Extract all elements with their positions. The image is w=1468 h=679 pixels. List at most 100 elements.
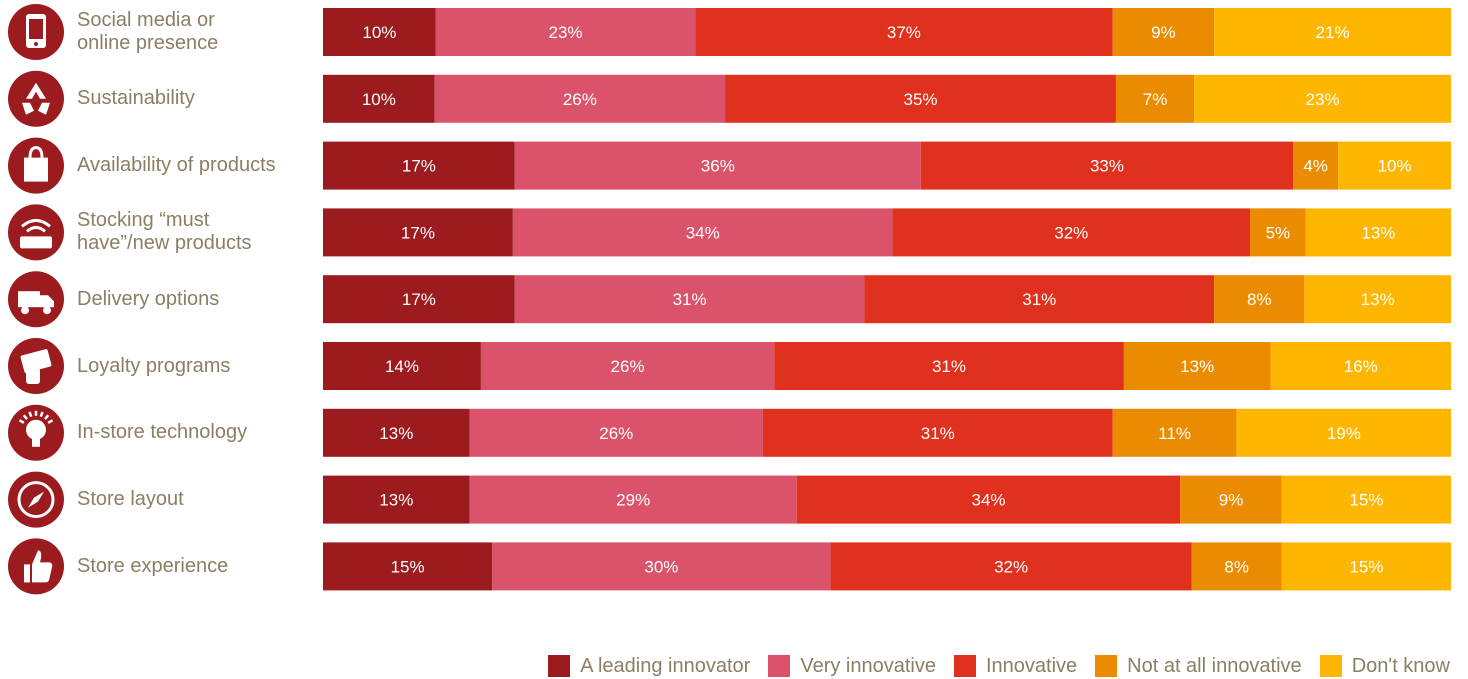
data-label: 31% [673, 290, 707, 309]
bar-segment-very-innovative [434, 74, 726, 123]
bar-segment-innovative [892, 208, 1250, 257]
bar-segment-a-leading-innovator [323, 275, 515, 324]
data-label: 26% [599, 424, 633, 443]
legend-item-a-leading-innovator: A leading innovator [548, 654, 750, 678]
data-label: 5% [1266, 223, 1291, 242]
legend-swatch [1319, 655, 1342, 677]
bar-row-store-experience: 15% 30% 32% 8% 15% [323, 542, 1451, 591]
bar-segment-a-leading-innovator [323, 208, 513, 257]
bar-segment-not-at-all-innovative [1191, 542, 1282, 591]
data-label: 11% [1158, 424, 1191, 443]
bar-segment-very-innovative [514, 275, 865, 324]
data-label: 10% [1378, 157, 1412, 176]
data-label: 13% [1361, 223, 1395, 242]
category-label: In-store technology [77, 421, 248, 444]
data-label: 13% [379, 424, 413, 443]
contactless-payment-icon [8, 204, 64, 261]
bar-segment-a-leading-innovator [323, 475, 470, 524]
shopping-bag-icon [8, 137, 64, 194]
data-label: 15% [1349, 491, 1383, 510]
bar-segment-not-at-all-innovative [1180, 475, 1282, 524]
bar-segment-not-at-all-innovative [1115, 74, 1195, 123]
mobile-phone-icon [8, 4, 64, 60]
legend-label: Very innovative [800, 655, 936, 677]
loyalty-card-icon [8, 338, 64, 394]
category-label: Loyalty programs [77, 354, 231, 377]
delivery-truck-icon [8, 271, 64, 328]
bar-row-social-media-or-online-presence: 10% 23% 37% 9% 21% [323, 8, 1451, 56]
bar-segment-don-t-know [1305, 208, 1451, 257]
bar-row-store-layout: 13% 29% 34% 9% 15% [323, 475, 1451, 524]
bar-segment-very-innovative [492, 542, 831, 591]
bar-segment-don-t-know [1281, 542, 1451, 591]
bar-row-availability-of-products: 17% 36% 33% 4% 10% [323, 141, 1451, 190]
bar-segment-innovative [864, 275, 1215, 324]
legend-item-innovative: Innovative [953, 654, 1078, 678]
legend-swatch [768, 655, 791, 677]
bar-segment-don-t-know [1304, 275, 1451, 324]
data-label: 31% [1022, 290, 1056, 309]
bar-segment-innovative [830, 542, 1192, 591]
data-label: 31% [932, 357, 966, 376]
bar-row-sustainability: 10% 26% 35% 7% 23% [323, 74, 1451, 123]
data-label: 32% [994, 557, 1028, 576]
category-label: Social media or online presence [77, 9, 219, 54]
bar-segment-a-leading-innovator [323, 141, 515, 190]
lightbulb-icon [8, 404, 64, 461]
recycle-icon [8, 70, 64, 127]
bar-segment-a-leading-innovator [323, 8, 436, 56]
data-label: 31% [921, 424, 955, 443]
legend-swatch [1095, 655, 1118, 677]
bar-segment-a-leading-innovator [323, 408, 470, 457]
bar-segment-don-t-know [1338, 141, 1451, 190]
bar-segment-very-innovative [514, 141, 921, 190]
bar-segment-don-t-know [1194, 74, 1451, 123]
data-label: 30% [644, 557, 678, 576]
legend-label: Innovative [985, 655, 1078, 677]
bar-segment-don-t-know [1236, 408, 1451, 457]
bar-segment-a-leading-innovator [323, 342, 481, 390]
data-label: 23% [549, 23, 583, 42]
compass-icon [8, 471, 64, 528]
legend-item-very-innovative: Very innovative [768, 654, 936, 678]
bar-segment-not-at-all-innovative [1293, 141, 1339, 190]
category-label: Availability of products [77, 154, 276, 177]
data-label: 34% [686, 223, 720, 242]
data-label: 34% [972, 491, 1006, 510]
bar-segment-innovative [774, 342, 1124, 390]
bar-segment-not-at-all-innovative [1123, 342, 1271, 390]
data-label: 4% [1303, 157, 1328, 176]
data-label: 23% [1306, 90, 1340, 109]
data-label: 9% [1151, 23, 1176, 42]
bar-segment-very-innovative [435, 8, 696, 56]
data-label: 36% [701, 157, 735, 176]
legend-swatch [953, 655, 976, 677]
data-label: 32% [1054, 223, 1088, 242]
data-label: 16% [1344, 357, 1378, 376]
data-label: 19% [1327, 424, 1361, 443]
data-label: 17% [401, 223, 435, 242]
data-label: 13% [1180, 357, 1214, 376]
bar-segment-very-innovative [512, 208, 893, 257]
data-label: 15% [391, 557, 425, 576]
bar-segment-a-leading-innovator [323, 542, 493, 591]
data-label: 7% [1143, 90, 1168, 109]
data-label: 8% [1247, 290, 1272, 309]
legend-item-don-t-know: Don't know [1319, 654, 1450, 678]
data-label: 14% [385, 357, 419, 376]
data-label: 33% [1090, 157, 1124, 176]
data-label: 13% [379, 491, 413, 510]
bar-segment-innovative [762, 408, 1113, 457]
legend-label: Not at all innovative [1127, 655, 1302, 677]
data-label: 13% [1361, 290, 1395, 309]
data-label: 37% [887, 23, 921, 42]
bar-segment-not-at-all-innovative [1112, 408, 1237, 457]
legend: A leading innovator Very innovative Innova… [548, 654, 1450, 678]
legend-label: Don't know [1351, 655, 1450, 677]
bar-segment-don-t-know [1270, 342, 1451, 390]
legend-swatch [548, 655, 571, 677]
data-label: 17% [402, 157, 436, 176]
data-label: 17% [402, 290, 436, 309]
bar-segment-innovative [725, 74, 1116, 123]
